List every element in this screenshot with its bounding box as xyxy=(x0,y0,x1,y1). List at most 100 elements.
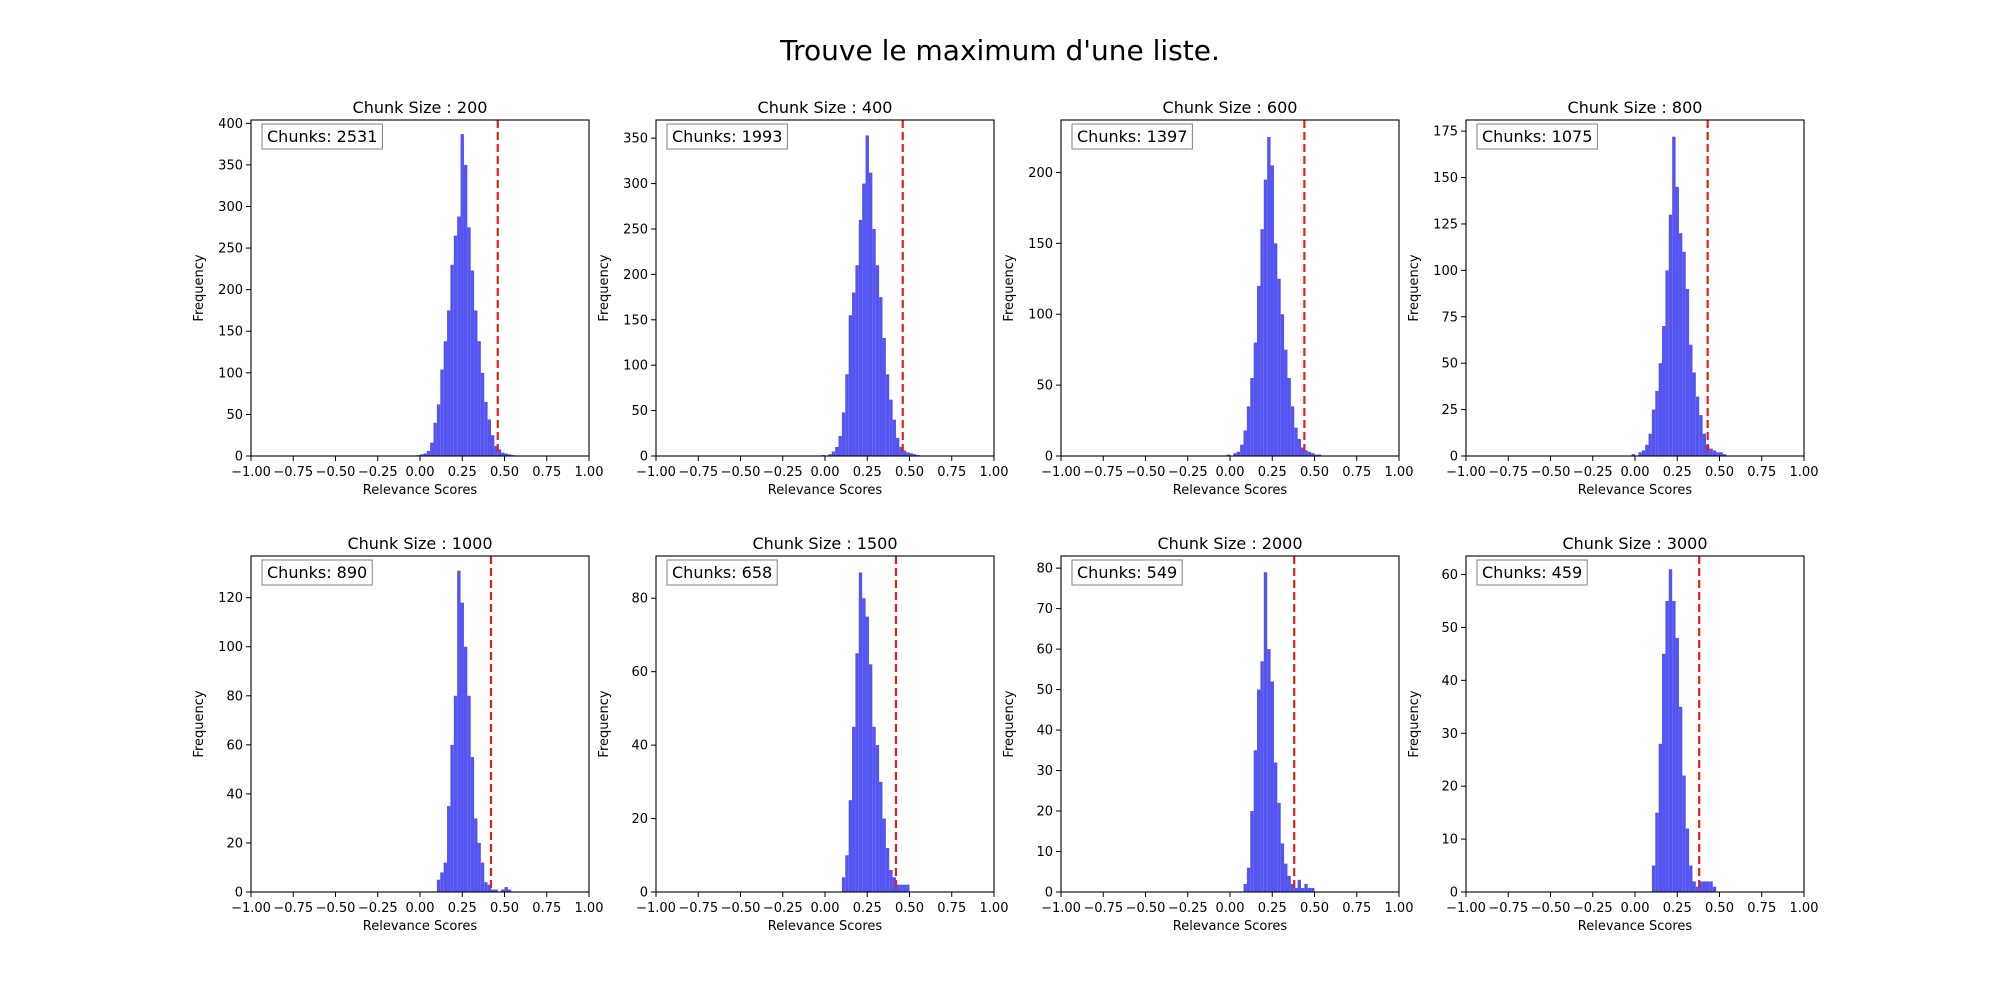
histogram-bar xyxy=(467,695,471,892)
x-tick-label: 0.50 xyxy=(490,465,519,480)
histogram-bar xyxy=(460,602,464,892)
histogram-bar xyxy=(501,452,505,456)
histogram-bar xyxy=(1712,450,1717,456)
histogram-bar xyxy=(848,800,853,892)
x-tick-label: −0.25 xyxy=(1168,901,1208,916)
histogram-bar xyxy=(1263,572,1268,892)
histogram-bar xyxy=(1290,406,1295,456)
x-tick-label: 0.50 xyxy=(1300,901,1329,916)
histogram-bar xyxy=(1631,454,1635,456)
histogram-bar xyxy=(1273,243,1278,456)
histogram-bar xyxy=(501,889,505,892)
histogram-bar xyxy=(1672,600,1676,892)
x-tick-label: 0.75 xyxy=(937,465,966,480)
y-tick-label: 50 xyxy=(226,408,243,423)
histogram-bar xyxy=(899,446,903,456)
x-axis-label: Relevance Scores xyxy=(768,483,883,498)
x-tick-label: 1.00 xyxy=(1385,901,1414,916)
x-tick-label: −0.50 xyxy=(1126,465,1166,480)
y-tick-label: 300 xyxy=(623,177,648,192)
x-tick-label: −1.00 xyxy=(636,465,676,480)
histogram-bar xyxy=(1645,444,1649,456)
histogram-bar xyxy=(1702,433,1706,456)
histogram-bar xyxy=(1284,349,1288,456)
chunks-count-label: Chunks: 1075 xyxy=(1482,127,1592,146)
histogram-bar xyxy=(1317,454,1322,456)
y-tick-label: 30 xyxy=(1036,764,1053,779)
y-axis-label: Frequency xyxy=(1002,690,1017,757)
chunks-count-label: Chunks: 890 xyxy=(267,563,367,582)
histogram-bar xyxy=(1641,450,1646,456)
histogram-bar xyxy=(1297,879,1301,892)
histogram-bar xyxy=(1300,447,1305,456)
histogram-bar xyxy=(841,412,846,456)
histogram-panel-1: −1.00 −0.75 −0.50 −0.25 0.00 0.25 0.50 0.75 1.00… xyxy=(192,98,603,498)
histogram-bar xyxy=(1675,638,1679,892)
chunks-count-box xyxy=(666,123,788,150)
x-tick-label: 0.25 xyxy=(853,901,882,916)
y-tick-label: 60 xyxy=(1036,643,1053,658)
x-axis-label: Relevance Scores xyxy=(768,919,883,934)
y-tick-label: 0 xyxy=(1045,450,1053,465)
histogram-bar xyxy=(1695,396,1700,456)
histogram-bar xyxy=(1651,409,1656,456)
x-tick-label: −0.25 xyxy=(1573,465,1613,480)
histogram-bar xyxy=(858,219,863,456)
histogram-bar xyxy=(1662,326,1666,456)
histogram-bar xyxy=(875,745,880,892)
panel-title: Chunk Size : 1500 xyxy=(752,534,897,553)
x-tick-label: 0.75 xyxy=(1342,465,1371,480)
histogram-bar xyxy=(899,884,903,892)
histogram-bar xyxy=(895,884,900,892)
histogram-bar xyxy=(1682,251,1686,456)
histogram-bar xyxy=(1253,750,1258,892)
chunks-count-box xyxy=(1071,123,1193,150)
x-tick-label: −1.00 xyxy=(636,901,676,916)
histogram-bar xyxy=(1233,453,1237,456)
histogram-bar xyxy=(494,889,498,892)
axes-frame xyxy=(1465,119,1805,457)
axes-frame xyxy=(655,119,995,457)
y-tick-label: 80 xyxy=(631,592,648,607)
y-tick-label: 10 xyxy=(1036,845,1053,860)
histogram-bar xyxy=(1678,233,1683,456)
chunks-count-label: Chunks: 1993 xyxy=(672,127,782,146)
histogram-bar xyxy=(1655,391,1659,456)
x-tick-label: 1.00 xyxy=(1790,465,1819,480)
histogram-bar xyxy=(447,806,451,892)
histogram-bar xyxy=(1695,886,1700,892)
y-tick-label: 300 xyxy=(218,200,243,215)
y-tick-label: 175 xyxy=(1433,125,1458,140)
histogram-bar xyxy=(892,419,896,456)
panel-title: Chunk Size : 200 xyxy=(353,98,488,117)
y-tick-label: 80 xyxy=(1036,562,1053,577)
y-tick-label: 100 xyxy=(1433,264,1458,279)
y-tick-label: 60 xyxy=(226,738,243,753)
chunks-count-box xyxy=(1476,559,1588,586)
histogram-bar xyxy=(831,451,836,456)
histogram-bar xyxy=(1658,363,1663,456)
x-tick-label: −0.50 xyxy=(721,901,761,916)
histogram-bar xyxy=(1307,887,1312,892)
histogram-bar xyxy=(477,341,481,456)
y-tick-label: 50 xyxy=(1441,357,1458,372)
y-tick-label: 200 xyxy=(623,268,648,283)
histogram-bar xyxy=(1236,451,1241,456)
histogram-bar xyxy=(1678,706,1683,892)
histogram-bar xyxy=(868,664,873,892)
y-tick-label: 40 xyxy=(1441,674,1458,689)
chunks-count-box xyxy=(1476,123,1598,150)
y-tick-label: 0 xyxy=(235,886,243,901)
y-tick-label: 20 xyxy=(1036,805,1053,820)
histogram-bar xyxy=(902,884,907,892)
x-tick-label: −0.25 xyxy=(358,465,398,480)
y-tick-label: 20 xyxy=(631,812,648,827)
histogram-panel-3: −1.00 −0.75 −0.50 −0.25 0.00 0.25 0.50 0.75 1.00… xyxy=(1002,98,1413,498)
histogram-bar xyxy=(909,453,913,456)
histogram-bar xyxy=(480,862,485,892)
x-tick-label: 0.50 xyxy=(895,901,924,916)
x-tick-label: 0.00 xyxy=(1621,901,1650,916)
histogram-bar xyxy=(902,450,907,456)
histogram-bar xyxy=(1304,450,1308,456)
panel-title: Chunk Size : 3000 xyxy=(1562,534,1707,553)
